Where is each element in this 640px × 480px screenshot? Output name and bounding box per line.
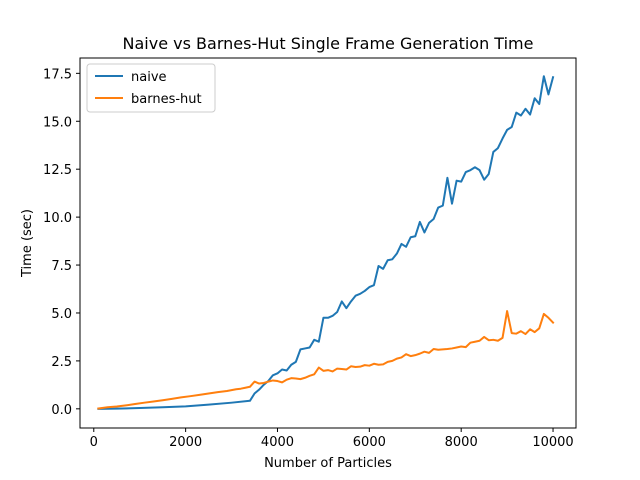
y-axis: 0.0 2.5 5.0 7.5 10.0 12.5 15.0 17.5 bbox=[43, 67, 80, 418]
plot-frame bbox=[79, 57, 577, 429]
y-tick-label: 0.0 bbox=[51, 403, 72, 418]
x-tick-label: 0 bbox=[90, 435, 98, 450]
y-tick-label: 10.0 bbox=[43, 211, 72, 226]
x-tick-label: 2000 bbox=[169, 435, 202, 450]
x-axis: 0 2000 4000 6000 8000 10000 bbox=[90, 428, 574, 450]
x-tick-label: 6000 bbox=[353, 435, 386, 450]
plot-area bbox=[79, 57, 577, 429]
y-tick-label: 17.5 bbox=[43, 67, 72, 82]
x-axis-label: Number of Particles bbox=[264, 456, 392, 471]
legend-label-barnes-hut: barnes-hut bbox=[131, 92, 202, 107]
legend-label-naive: naive bbox=[131, 70, 167, 85]
series-layer bbox=[97, 75, 555, 410]
chart-title: Naive vs Barnes-Hut Single Frame Generat… bbox=[123, 34, 534, 53]
y-axis-label: Time (sec) bbox=[20, 209, 35, 278]
y-tick-label: 7.5 bbox=[51, 259, 72, 274]
x-tick-label: 4000 bbox=[261, 435, 294, 450]
legend: naive barnes-hut bbox=[86, 63, 216, 113]
y-tick-label: 2.5 bbox=[51, 355, 72, 370]
x-tick-label: 10000 bbox=[532, 435, 573, 450]
y-tick-label: 12.5 bbox=[43, 163, 72, 178]
y-tick-label: 15.0 bbox=[43, 115, 72, 130]
series-line-barnes-hut bbox=[97, 310, 555, 410]
x-tick-label: 8000 bbox=[445, 435, 478, 450]
series-line-naive bbox=[97, 75, 555, 410]
y-tick-label: 5.0 bbox=[51, 307, 72, 322]
